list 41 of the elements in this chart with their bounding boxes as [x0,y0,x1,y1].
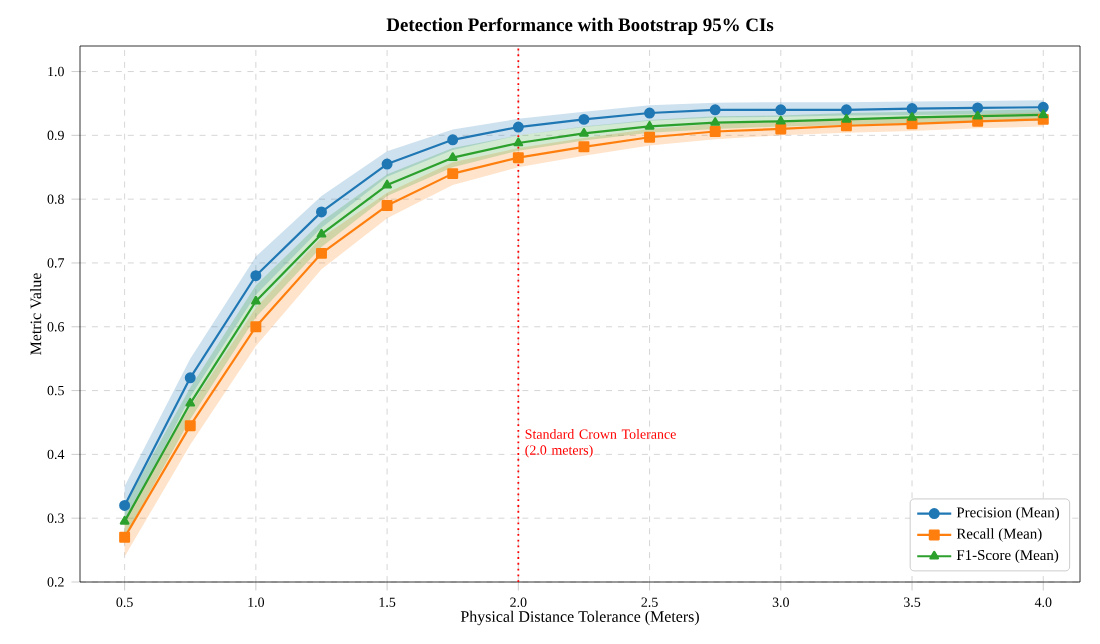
point [184,372,196,384]
point [250,321,262,333]
point [513,137,524,147]
point [710,117,721,126]
point [907,111,917,121]
point [709,104,721,116]
point [119,515,130,525]
point [972,102,984,114]
chart-title: Detection Performance with Bootstrap 95% CIs [386,17,774,36]
point [381,158,393,170]
point [381,200,393,212]
point [250,295,261,305]
point [512,121,524,133]
point [709,126,721,137]
point [840,104,852,116]
point [119,531,131,543]
point [1037,101,1049,113]
point [841,113,852,123]
point [644,120,655,130]
point [250,270,262,282]
point [644,131,656,143]
point [447,168,459,180]
point [906,103,918,115]
point [775,115,786,125]
point [578,113,590,125]
point [315,206,327,218]
point [185,397,196,407]
point [578,141,590,153]
point [119,499,131,511]
point [447,152,458,161]
point [644,107,656,119]
point [184,420,196,432]
point [579,127,589,137]
point [447,134,459,146]
point [316,228,327,238]
point [382,179,392,189]
point [315,247,327,259]
point [972,110,983,120]
point [512,152,524,164]
point [1038,109,1049,119]
point [775,104,787,116]
